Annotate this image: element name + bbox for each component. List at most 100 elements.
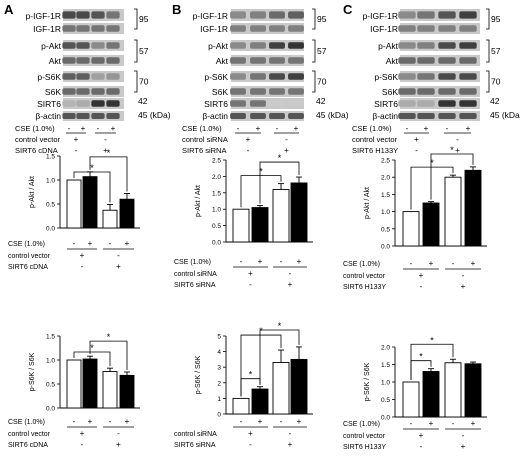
group-mark: - <box>289 269 292 278</box>
kda-bracket <box>134 39 138 63</box>
cse-mark: - <box>280 417 283 426</box>
cse-mark: + <box>429 259 434 268</box>
cse-mark: - <box>109 417 112 426</box>
group-mark: + <box>248 269 253 278</box>
blot-band <box>62 42 76 49</box>
cse-mark: + <box>466 124 471 133</box>
group-mark: - <box>285 135 288 144</box>
y-tick-label: 0.5 <box>381 397 390 404</box>
blot-band <box>269 113 285 119</box>
blot-band <box>398 100 416 107</box>
bar <box>251 388 269 415</box>
group-mark: - <box>415 146 418 155</box>
significance-star: * <box>450 145 454 155</box>
y-axis-label: p-S6K / S6K <box>364 362 371 401</box>
kda-bracket <box>312 70 316 93</box>
kda-label: 45 (kDa) <box>316 110 349 120</box>
bar <box>422 371 440 418</box>
bar <box>102 371 118 409</box>
cse-mark: - <box>410 419 413 428</box>
y-tick-label: 2.0 <box>212 174 221 181</box>
cse-mark: + <box>88 239 93 248</box>
blot-band <box>459 73 477 80</box>
blot-band <box>417 57 435 64</box>
kda-label: 42 <box>316 96 326 106</box>
blot-label: p-Akt <box>41 41 61 51</box>
cse-mark: - <box>406 124 409 133</box>
group-mark: - <box>289 429 292 438</box>
blot-band <box>62 88 76 95</box>
y-tick-label: 0.5 <box>212 223 221 230</box>
blot-band <box>230 42 246 49</box>
blot-band <box>106 73 120 80</box>
significance-star: * <box>430 158 434 168</box>
group-mark: + <box>116 262 121 271</box>
bar <box>402 211 420 247</box>
blot-band <box>288 113 304 119</box>
blot-band <box>106 42 120 49</box>
blot-label: IGF-1R <box>200 24 228 34</box>
bar <box>119 374 135 409</box>
group2-label: SIRT6 H133Y <box>343 284 386 291</box>
significance-bracket <box>240 334 282 397</box>
significance-star: * <box>107 148 111 158</box>
group-mark: + <box>288 440 293 449</box>
blot-band <box>459 88 477 95</box>
y-tick-label: 1.0 <box>212 207 221 214</box>
blot-band <box>62 57 76 64</box>
western-blot: p-IGF-1R IGF-1R p-Akt Akt p-S6K S6K SIRT6 β-act… <box>26 9 124 121</box>
cse-label: CSE (1.0%) <box>343 421 380 428</box>
blot-label: SIRT6 <box>374 99 398 109</box>
bar <box>402 381 420 418</box>
bar-chart: 0.0 0.5 1.0 1.5 2.0 2.5 p-Akt / Akt * * CSE (1.0%… <box>343 145 487 291</box>
blot-band <box>459 113 477 119</box>
blot-band <box>438 42 456 49</box>
blot-band <box>76 100 90 107</box>
group2-label: SIRT6 cDNA <box>8 264 48 271</box>
group-mark: - <box>420 282 423 291</box>
bar-chart: 0.0 0.5 1.0 1.5 2.0 2.5 p-Akt / Akt * * CSE (1.0%… <box>174 153 313 289</box>
y-tick-label: 1.5 <box>46 334 55 341</box>
blot-label: p-IGF-1R <box>26 11 61 21</box>
y-axis-label: p-Akt / Akt <box>195 185 202 217</box>
blot-strip <box>231 71 304 82</box>
bar <box>66 359 82 409</box>
significance-star: * <box>107 332 111 342</box>
group-mark: - <box>249 280 252 289</box>
blot-label: p-Akt <box>208 41 228 51</box>
blot-label: β-actin <box>35 111 61 121</box>
kda-label: 95 <box>317 14 327 24</box>
blot-band <box>288 88 304 95</box>
y-tick-label: 1.5 <box>381 362 390 369</box>
blot-label: β-actin <box>202 111 228 121</box>
significance-star: * <box>90 343 94 353</box>
blot-band <box>250 100 266 107</box>
cse-mark: + <box>294 124 299 133</box>
blot-label: IGF-1R <box>370 24 398 34</box>
blot-band <box>106 113 120 119</box>
cse-mark: - <box>73 239 76 248</box>
kda-bracket <box>486 70 490 93</box>
blot-band <box>230 11 246 19</box>
cse-mark: + <box>81 124 86 133</box>
blot-band <box>398 42 416 49</box>
blot-band <box>417 100 435 107</box>
y-tick-label: 0.0 <box>381 415 390 422</box>
blot-band <box>459 25 477 32</box>
blot-strip <box>231 40 304 51</box>
group-mark: - <box>249 440 252 449</box>
cse-mark: - <box>280 257 283 266</box>
group-mark: + <box>461 442 466 451</box>
kda-label: 70 <box>491 77 501 87</box>
blot-band <box>76 73 90 80</box>
cse-mark: + <box>429 419 434 428</box>
y-tick-label: 2.5 <box>381 158 390 165</box>
group-mark: + <box>455 146 460 155</box>
kda-label: 45 (kDa) <box>490 110 520 120</box>
blot-band <box>417 25 435 32</box>
blot-band <box>438 11 456 19</box>
blot-band <box>230 113 246 119</box>
blot-band <box>398 57 416 64</box>
y-axis-label: p-Akt / Akt <box>364 187 371 219</box>
